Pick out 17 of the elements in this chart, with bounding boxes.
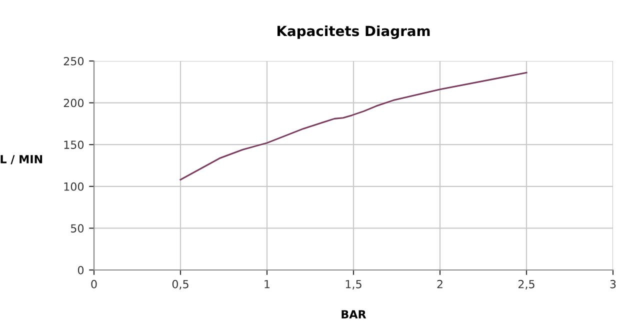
x-tick-label: 0	[91, 280, 97, 288]
y-tick-label: 100	[64, 182, 84, 191]
x-tick-label: 1,5	[346, 280, 362, 290]
y-tick-label: 0	[78, 266, 84, 274]
y-tick-label: 150	[64, 140, 84, 149]
x-axis-title: BAR	[342, 310, 366, 318]
x-tick-label: 1	[264, 280, 270, 288]
x-tick-label: 2	[437, 280, 442, 288]
line-series	[180, 72, 528, 180]
x-tick-label: 2,5	[518, 280, 534, 290]
x-tick-label: 3	[610, 280, 616, 288]
y-tick-label: 200	[64, 98, 84, 108]
y-tick-label: 50	[70, 224, 84, 233]
x-tick-label: 0,5	[172, 280, 188, 290]
y-axis-title: L / MIN	[0, 155, 42, 164]
chart-title: Kapacitets Diagram	[278, 25, 430, 39]
y-tick-label: 250	[64, 56, 84, 66]
